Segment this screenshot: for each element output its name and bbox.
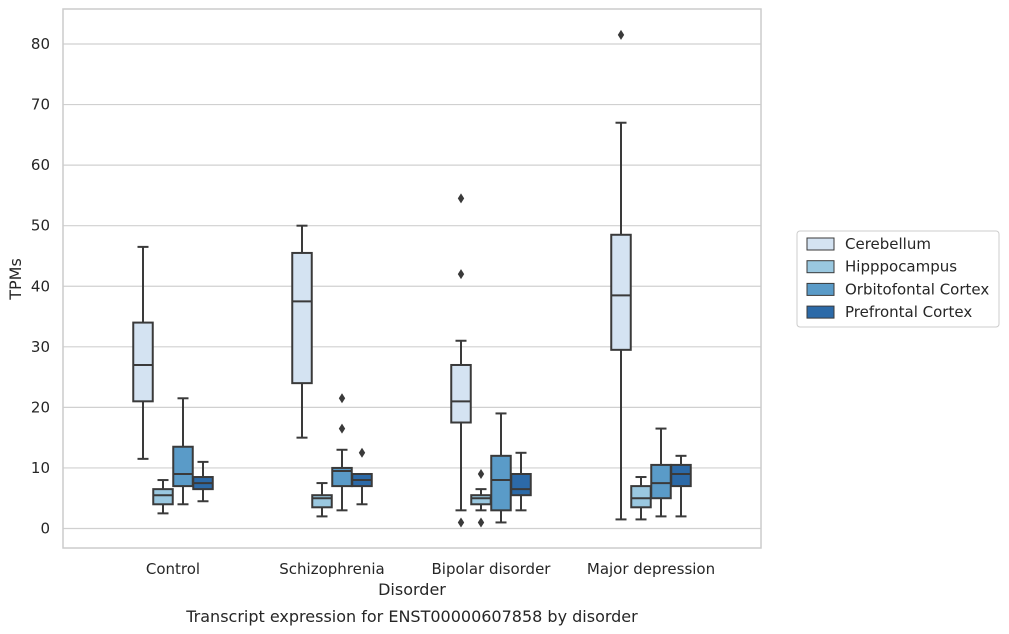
- outlier-point: [338, 423, 346, 434]
- legend: Cerebellum Hipppocampus Orbitofontal Corte…: [796, 230, 1000, 328]
- plot-frame: [62, 8, 762, 549]
- box-iqr: [291, 251, 313, 385]
- legend-label: Orbitofontal Cortex: [845, 280, 989, 298]
- outlier-point: [477, 468, 485, 479]
- box-prefrontal-cortex-0: [192, 460, 214, 503]
- box-prefrontal-cortex-2: [510, 451, 532, 512]
- box-hipppocampus-0: [152, 479, 174, 515]
- legend-swatch: [806, 305, 835, 319]
- box-iqr: [470, 494, 492, 506]
- y-tick-label: 50: [31, 217, 50, 235]
- x-axis-label: Disorder: [378, 580, 446, 599]
- outlier-point: [457, 517, 465, 528]
- y-tick-label: 0: [40, 520, 50, 538]
- box-iqr: [650, 463, 672, 500]
- box-iqr: [311, 494, 333, 509]
- box-cerebellum-0: [132, 245, 154, 460]
- box-cerebellum-2: [450, 193, 472, 528]
- y-tick-label: 40: [31, 277, 50, 295]
- outlier-point: [358, 447, 366, 458]
- y-tick-label: 10: [31, 459, 50, 477]
- box-iqr: [670, 463, 692, 488]
- gridlines: [63, 43, 761, 530]
- legend-label: Cerebellum: [845, 235, 931, 253]
- box-hipppocampus-1: [311, 482, 333, 518]
- legend-label: Prefrontal Cortex: [845, 303, 972, 321]
- legend-frame: [796, 230, 1000, 328]
- outlier-point: [477, 517, 485, 528]
- outlier-point: [617, 29, 625, 40]
- box-iqr: [490, 454, 512, 512]
- box-iqr: [630, 485, 652, 509]
- box-groups: [132, 29, 692, 528]
- legend-swatch: [806, 282, 835, 296]
- box-cerebellum-1: [291, 224, 313, 439]
- box-orbitofontal-cortex-0: [172, 397, 194, 506]
- x-tick-label: Control: [146, 560, 200, 578]
- x-tick-label: Major depression: [587, 560, 715, 578]
- y-tick-label: 60: [31, 156, 50, 174]
- x-tick-label: Bipolar disorder: [432, 560, 552, 578]
- box-iqr: [132, 321, 154, 403]
- box-iqr: [450, 363, 472, 424]
- x-tick-label: Schizophrenia: [279, 560, 384, 578]
- x-tick-labels: Control Schizophrenia Bipolar disorder Majo…: [146, 560, 715, 578]
- box-orbitofontal-cortex-1: [331, 393, 353, 512]
- legend-label: Hipppocampus: [845, 258, 957, 276]
- box-iqr: [172, 445, 194, 488]
- y-axis-label: TPMs: [6, 258, 25, 301]
- legend-swatch: [806, 260, 835, 274]
- box-iqr: [152, 488, 174, 506]
- box-hipppocampus-2: [470, 468, 492, 528]
- box-iqr: [610, 233, 632, 351]
- box-orbitofontal-cortex-3: [650, 427, 672, 518]
- chart-caption: Transcript expression for ENST0000060785…: [185, 607, 638, 626]
- outlier-point: [338, 393, 346, 404]
- box-prefrontal-cortex-3: [670, 454, 692, 518]
- y-tick-label: 30: [31, 338, 50, 356]
- y-tick-label: 80: [31, 35, 50, 53]
- box-orbitofontal-cortex-2: [490, 412, 512, 524]
- box-cerebellum-3: [610, 29, 632, 521]
- outlier-point: [457, 193, 465, 204]
- legend-swatch: [806, 237, 835, 251]
- outlier-point: [457, 269, 465, 280]
- y-tick-label: 70: [31, 96, 50, 114]
- box-iqr: [510, 472, 532, 497]
- y-tick-labels: 0 10 20 30 40 50 60 70 80: [31, 35, 50, 538]
- box-prefrontal-cortex-1: [351, 447, 373, 506]
- y-tick-label: 20: [31, 398, 50, 416]
